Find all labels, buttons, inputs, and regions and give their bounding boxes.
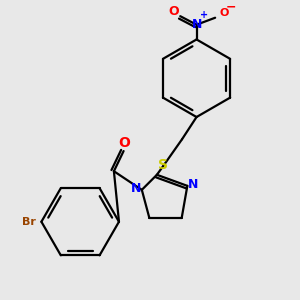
Text: N: N <box>192 18 202 31</box>
Text: N: N <box>188 178 199 191</box>
Text: O: O <box>168 5 178 18</box>
Text: O: O <box>219 8 228 18</box>
Text: N: N <box>130 182 141 195</box>
Text: +: + <box>200 10 208 20</box>
Text: S: S <box>158 158 168 172</box>
Text: −: − <box>226 0 237 14</box>
Text: O: O <box>118 136 130 149</box>
Text: Br: Br <box>22 217 36 227</box>
